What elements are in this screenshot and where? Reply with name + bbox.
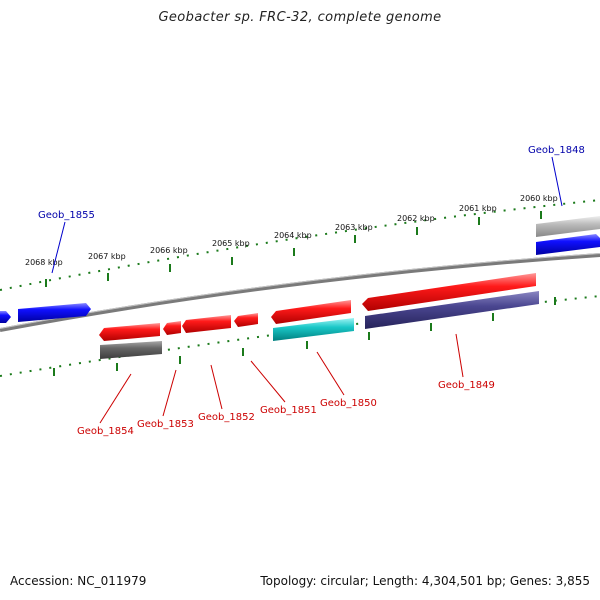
genome-stats-text: Topology: circular; Length: 4,304,501 bp…	[260, 574, 590, 588]
gene-label-geob-1852[interactable]: Geob_1852	[198, 412, 255, 423]
reverse-gene-geob-1852[interactable]	[182, 315, 231, 333]
reverse-gene-geob-1854[interactable]	[99, 323, 160, 341]
gene-label-geob-1851[interactable]: Geob_1851	[260, 405, 317, 416]
tick-label: 2063 kbp	[335, 223, 373, 232]
tick-label: 2067 kbp	[88, 252, 126, 261]
tick-labels: 2060 kbp 2061 kbp 2062 kbp 2063 kbp 2064…	[25, 194, 558, 267]
gene-label-geob-1849[interactable]: Geob_1849	[438, 380, 495, 391]
tick-label: 2061 kbp	[459, 204, 497, 213]
gene-label-geob-1853[interactable]: Geob_1853	[137, 419, 194, 430]
reverse-gene-geob-1849[interactable]	[362, 273, 536, 311]
accession-text: Accession: NC_011979	[10, 574, 147, 588]
forward-gene-geob-1848[interactable]	[536, 216, 600, 255]
forward-gene-fragment[interactable]	[0, 311, 11, 323]
tick-label: 2065 kbp	[212, 239, 250, 248]
reverse-gene-geob-1851[interactable]	[234, 313, 258, 327]
feature-bar-geob-1849[interactable]	[365, 291, 539, 329]
tick-label: 2060 kbp	[520, 194, 558, 203]
tick-label: 2062 kbp	[397, 214, 435, 223]
label-leader-lines	[51, 156, 563, 424]
tick-label: 2064 kbp	[274, 231, 312, 240]
forward-gene-geob-1855[interactable]	[18, 303, 91, 322]
map-title: Geobacter sp. FRC-32, complete genome	[158, 10, 442, 25]
gene-label-geob-1850[interactable]: Geob_1850	[320, 398, 377, 409]
feature-bar-geob-1854[interactable]	[100, 341, 162, 359]
forward-tick-ruler	[0, 199, 600, 291]
gene-label-geob-1848[interactable]: Geob_1848	[528, 145, 585, 156]
tick-label: 2068 kbp	[25, 258, 63, 267]
upper-major-ticks	[45, 211, 542, 287]
gene-label-geob-1855[interactable]: Geob_1855	[38, 210, 95, 221]
reverse-gene-geob-1853[interactable]	[163, 321, 181, 335]
gene-label-geob-1854[interactable]: Geob_1854	[77, 426, 134, 437]
feature-bar-geob-1850[interactable]	[273, 318, 354, 341]
tick-label: 2066 kbp	[150, 246, 188, 255]
reverse-gene-geob-1850[interactable]	[271, 300, 351, 324]
lower-major-ticks	[53, 297, 556, 376]
